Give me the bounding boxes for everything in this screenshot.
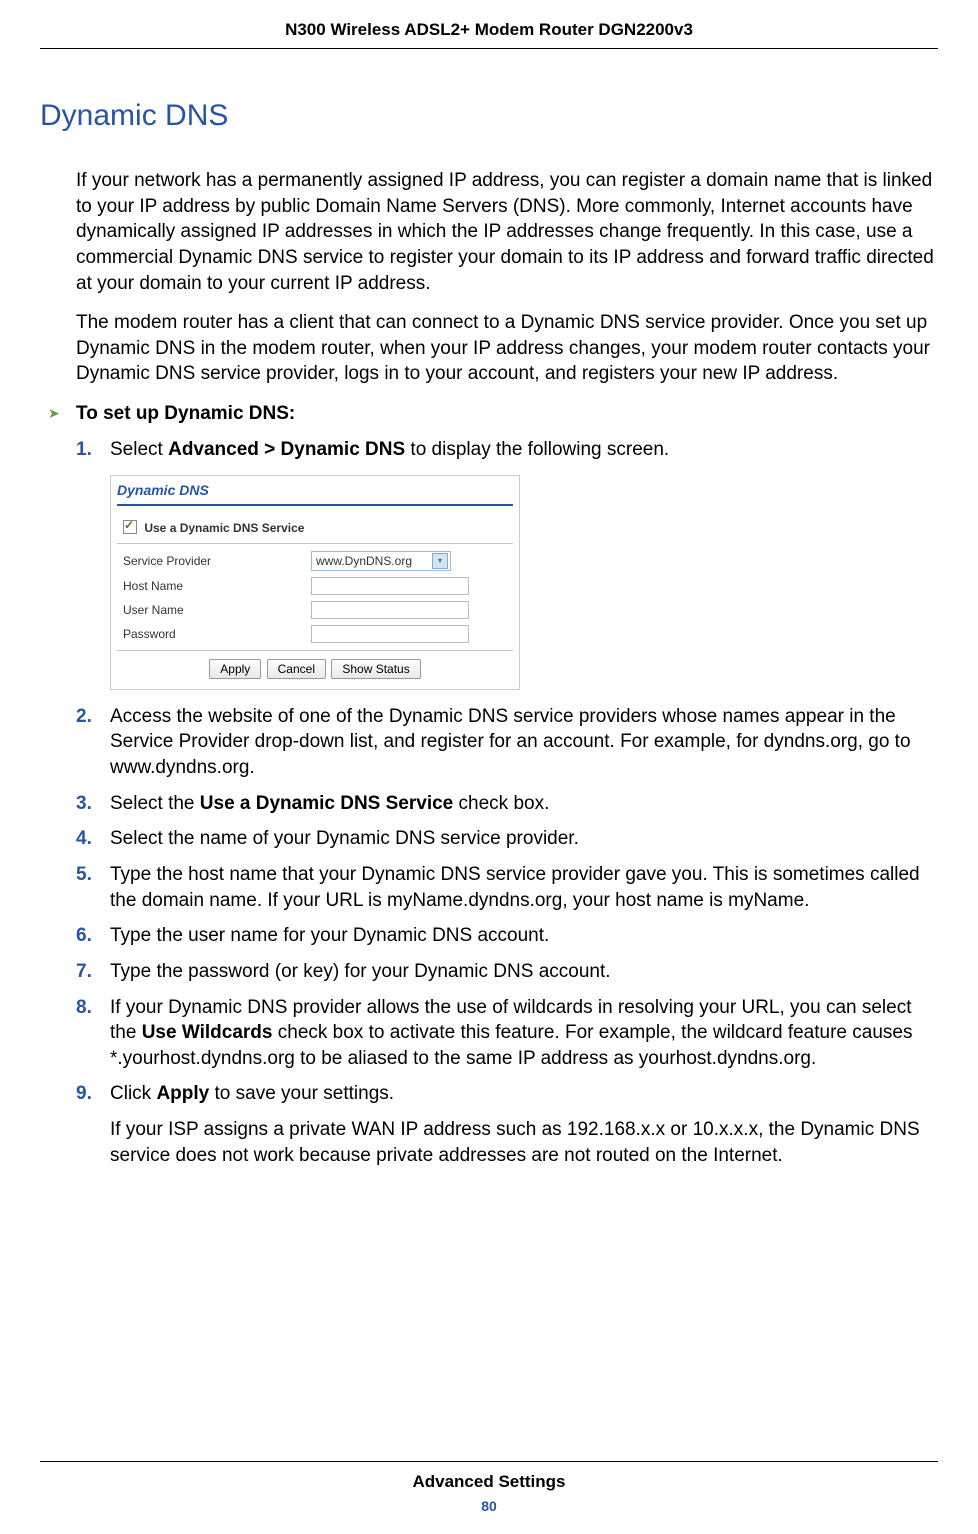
step-list: 1. Select Advanced > Dynamic DNS to disp… <box>76 437 938 463</box>
step-5: 5. Type the host name that your Dynamic … <box>76 862 938 913</box>
user-name-label: User Name <box>123 603 311 617</box>
footer-section-name: Advanced Settings <box>40 1472 938 1492</box>
step-number: 7. <box>76 959 92 985</box>
step-number: 9. <box>76 1081 92 1107</box>
footer: Advanced Settings 80 <box>40 1461 938 1514</box>
panel-divider-2 <box>117 650 513 651</box>
step-number: 4. <box>76 826 92 852</box>
host-name-row: Host Name <box>117 574 513 598</box>
dynamic-dns-panel: Dynamic DNS ✓ Use a Dynamic DNS Service … <box>110 475 520 690</box>
step-text-post: to display the following screen. <box>405 439 669 460</box>
user-name-input[interactable] <box>311 601 469 619</box>
step-text-pre: Click <box>110 1083 156 1104</box>
step-number: 3. <box>76 791 92 817</box>
step-text-bold: Use a Dynamic DNS Service <box>200 793 453 814</box>
step-6: 6. Type the user name for your Dynamic D… <box>76 923 938 949</box>
service-provider-value: www.DynDNS.org <box>316 554 412 568</box>
step-1: 1. Select Advanced > Dynamic DNS to disp… <box>76 437 938 463</box>
header-rule <box>40 48 938 49</box>
password-row: Password <box>117 622 513 646</box>
panel-title: Dynamic DNS <box>117 480 513 502</box>
procedure-heading-text: To set up Dynamic DNS: <box>76 403 295 424</box>
step-text-post: check box. <box>453 793 549 814</box>
page: N300 Wireless ADSL2+ Modem Router DGN220… <box>0 0 978 1534</box>
panel-button-row: Apply Cancel Show Status <box>117 655 513 681</box>
chevron-down-icon: ▾ <box>432 553 448 569</box>
step-4: 4. Select the name of your Dynamic DNS s… <box>76 826 938 852</box>
step-number: 8. <box>76 995 92 1021</box>
step-text-bold: Use Wildcards <box>142 1022 273 1043</box>
step-9-detail: If your ISP assigns a private WAN IP add… <box>110 1117 938 1168</box>
step-text-post: to save your settings. <box>209 1083 394 1104</box>
footer-rule <box>40 1461 938 1462</box>
host-name-label: Host Name <box>123 579 311 593</box>
document-header-title: N300 Wireless ADSL2+ Modem Router DGN220… <box>40 20 938 40</box>
service-provider-label: Service Provider <box>123 554 311 568</box>
step-3: 3. Select the Use a Dynamic DNS Service … <box>76 791 938 817</box>
step-text-pre: Select <box>110 439 168 460</box>
panel-title-rule <box>117 504 513 506</box>
use-ddns-row: ✓ Use a Dynamic DNS Service <box>117 514 513 539</box>
procedure-heading: ➤ To set up Dynamic DNS: <box>40 403 938 425</box>
show-status-button[interactable]: Show Status <box>331 659 420 679</box>
step-7: 7. Type the password (or key) for your D… <box>76 959 938 985</box>
step-text: Select the name of your Dynamic DNS serv… <box>110 828 579 849</box>
step-2: 2. Access the website of one of the Dyna… <box>76 704 938 781</box>
step-text: Access the website of one of the Dynamic… <box>110 706 911 778</box>
use-ddns-checkbox[interactable]: ✓ <box>123 520 137 534</box>
service-provider-row: Service Provider www.DynDNS.org ▾ <box>117 548 513 574</box>
section-title: Dynamic DNS <box>40 99 938 133</box>
check-icon: ✓ <box>124 518 134 532</box>
user-name-row: User Name <box>117 598 513 622</box>
step-text: Type the host name that your Dynamic DNS… <box>110 864 920 911</box>
host-name-input[interactable] <box>311 577 469 595</box>
footer-page-number: 80 <box>40 1498 938 1514</box>
step-number: 2. <box>76 704 92 730</box>
password-input[interactable] <box>311 625 469 643</box>
panel-divider-1 <box>117 543 513 544</box>
step-text-pre: Select the <box>110 793 200 814</box>
use-ddns-label: Use a Dynamic DNS Service <box>144 521 304 535</box>
intro-paragraph-2: The modem router has a client that can c… <box>76 310 938 387</box>
step-text: Type the user name for your Dynamic DNS … <box>110 925 549 946</box>
cancel-button[interactable]: Cancel <box>267 659 326 679</box>
step-list-continued: 2. Access the website of one of the Dyna… <box>76 704 938 1107</box>
step-number: 5. <box>76 862 92 888</box>
step-8: 8. If your Dynamic DNS provider allows t… <box>76 995 938 1072</box>
step-text-bold: Apply <box>156 1083 209 1104</box>
intro-paragraph-1: If your network has a permanently assign… <box>76 168 938 296</box>
step-number: 1. <box>76 437 92 463</box>
procedure-arrow-icon: ➤ <box>48 405 60 422</box>
step-text-bold: Advanced > Dynamic DNS <box>168 439 405 460</box>
apply-button[interactable]: Apply <box>209 659 261 679</box>
step-9: 9. Click Apply to save your settings. <box>76 1081 938 1107</box>
password-label: Password <box>123 627 311 641</box>
service-provider-select[interactable]: www.DynDNS.org ▾ <box>311 551 451 571</box>
step-number: 6. <box>76 923 92 949</box>
step-text: Type the password (or key) for your Dyna… <box>110 961 611 982</box>
